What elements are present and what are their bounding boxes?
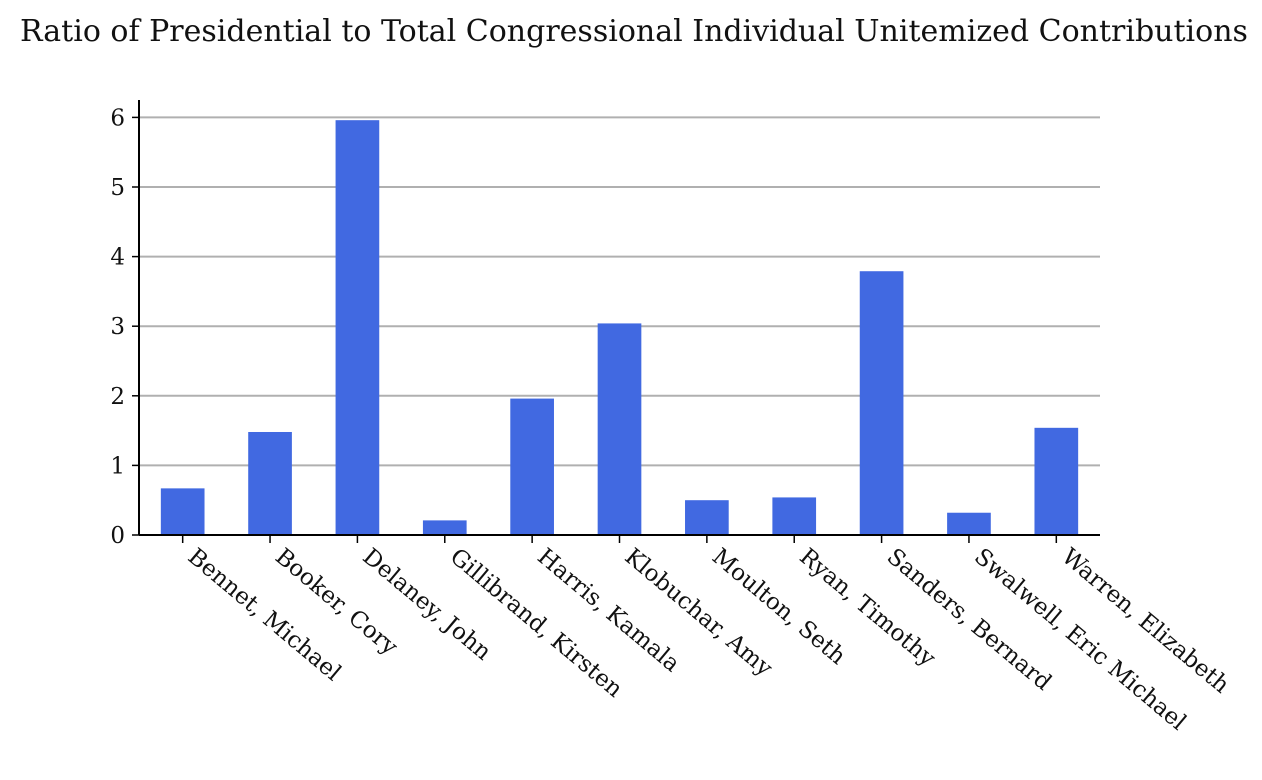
x-tick-label: Gillibrand, Kirsten [445, 544, 628, 703]
chart-title: Ratio of Presidential to Total Congressi… [20, 14, 1248, 49]
x-tick-label: Bennet, Michael [183, 544, 346, 687]
bar [597, 323, 642, 535]
y-tick-label: 4 [110, 245, 125, 271]
bar [248, 431, 292, 535]
bar [685, 500, 729, 535]
y-ticks: 0 1 2 3 4 5 6 [110, 105, 139, 549]
bar [160, 488, 205, 535]
bar [947, 512, 991, 535]
y-tick-label: 1 [110, 453, 125, 479]
y-tick-label: 0 [110, 523, 125, 549]
bar [510, 398, 554, 535]
x-tick-label: Sanders, Bernard [882, 544, 1057, 696]
y-tick-label: 2 [110, 384, 125, 410]
bar [1034, 427, 1079, 535]
bar [422, 520, 467, 535]
x-tick-label: Klobuchar, Amy [620, 544, 778, 682]
bar [859, 271, 904, 535]
bar [772, 497, 817, 535]
x-tick-label: Harris, Kamala [532, 544, 685, 678]
y-tick-label: 6 [110, 105, 125, 131]
y-tick-label: 3 [110, 314, 125, 340]
bar [335, 120, 380, 536]
bars [160, 120, 1079, 536]
x-tick-label: Warren, Elizabeth [1056, 544, 1234, 699]
y-tick-label: 5 [110, 175, 125, 201]
